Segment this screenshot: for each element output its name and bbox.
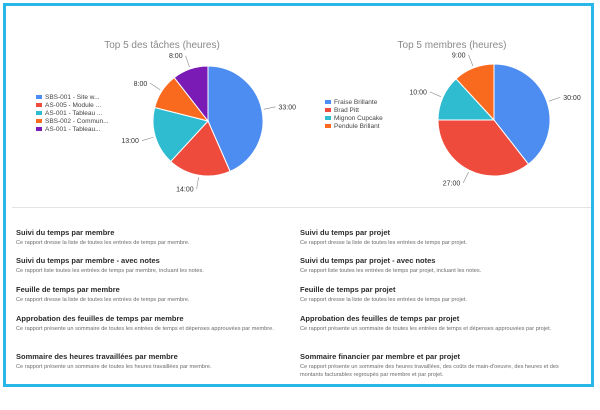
report-description: Ce rapport présente un sommaire de toute… — [16, 364, 212, 370]
report-title[interactable]: Feuille de temps par projet — [300, 285, 396, 294]
legend-swatch — [325, 100, 331, 104]
slice-connector — [141, 136, 154, 141]
legend-item[interactable]: Pendule Brillant — [334, 123, 380, 130]
legend-swatch — [325, 124, 331, 128]
report-item[interactable]: Sommaire des heures travaillées par memb… — [16, 352, 306, 371]
report-title[interactable]: Suivi du temps par projet — [300, 228, 391, 237]
report-title[interactable]: Suivi du temps par membre — [16, 228, 115, 237]
report-item[interactable]: Sommaire financier par membre et par pro… — [300, 352, 580, 379]
reports-page: Top 5 des tâches (heures) 33:00 14:00 13:00… — [3, 3, 594, 387]
legend-swatch — [325, 116, 331, 120]
slice-value-label: 9:00 — [452, 52, 466, 59]
legend-swatch — [36, 95, 42, 99]
report-description: Ce rapport liste toutes les entrées de t… — [300, 268, 482, 274]
slice-value-label: 10:00 — [409, 89, 427, 96]
pie-slice[interactable] — [173, 65, 209, 123]
report-description: Ce rapport liste toutes les entrées de t… — [16, 268, 204, 274]
report-description: Ce rapport présente un sommaire de toute… — [300, 326, 552, 332]
legend-item[interactable]: Fraise Brillante — [334, 99, 378, 106]
charts-panel: Top 5 des tâches (heures) 33:00 14:00 13:00… — [12, 12, 591, 208]
report-item[interactable]: Suivi du temps par projet - avec notes C… — [300, 256, 590, 275]
slice-connector — [263, 106, 276, 110]
legend-item[interactable]: SBS-001 - Site w... — [45, 94, 100, 101]
report-description: Ce rapport présente un sommaire de toute… — [16, 326, 274, 332]
legend-swatch — [36, 111, 42, 115]
report-item[interactable]: Approbation des feuilles de temps par pr… — [300, 314, 570, 333]
report-list: Suivi du temps par membre Ce rapport dre… — [12, 228, 591, 384]
chart-title: Top 5 des tâches (heures) — [104, 40, 220, 51]
slice-value-label: 14:00 — [176, 187, 194, 194]
charts-svg: Top 5 des tâches (heures) 33:00 14:00 13:00… — [36, 40, 581, 194]
slice-value-label: 30:00 — [563, 95, 581, 102]
report-title[interactable]: Sommaire des heures travaillées par memb… — [16, 352, 178, 361]
slice-connector — [150, 83, 161, 91]
slice-connector — [196, 177, 199, 190]
slice-connector — [429, 91, 442, 97]
legend-item[interactable]: Brad Pitt — [334, 107, 359, 114]
legend-item[interactable]: Mignon Cupcake — [334, 115, 383, 122]
report-title[interactable]: Suivi du temps par projet - avec notes — [300, 256, 436, 265]
slice-connector — [468, 54, 474, 67]
report-title[interactable]: Approbation des feuilles de temps par pr… — [300, 314, 460, 323]
pie-slice[interactable] — [455, 63, 495, 122]
report-description: Ce rapport présente un sommaire des heur… — [300, 364, 559, 378]
report-description: Ce rapport dresse la liste de toutes les… — [16, 297, 190, 303]
report-title[interactable]: Feuille de temps par membre — [16, 285, 120, 294]
report-item[interactable]: Suivi du temps par membre - avec notes C… — [16, 256, 306, 275]
report-description: Ce rapport dresse la liste de toutes les… — [300, 240, 467, 246]
report-title[interactable]: Approbation des feuilles de temps par me… — [16, 314, 184, 323]
chart-title: Top 5 membres (heures) — [398, 40, 507, 51]
slice-connector — [548, 96, 561, 102]
slice-value-label: 13:00 — [121, 138, 139, 145]
legend-swatch — [36, 103, 42, 107]
pie-slice[interactable] — [152, 106, 209, 163]
report-title[interactable]: Suivi du temps par membre - avec notes — [16, 256, 160, 265]
slice-connector — [462, 171, 469, 184]
slice-value-label: 33:00 — [279, 104, 297, 111]
legend-item[interactable]: AS-001 - Tableau ... — [45, 110, 103, 117]
slice-value-label: 8:00 — [134, 81, 148, 88]
legend-swatch — [36, 119, 42, 123]
report-item[interactable]: Suivi du temps par membre Ce rapport dre… — [16, 228, 306, 247]
report-description: Ce rapport dresse la liste de toutes les… — [300, 297, 467, 303]
slice-value-label: 8:00 — [169, 53, 183, 60]
report-description: Ce rapport dresse la liste de toutes les… — [16, 240, 190, 246]
pie-slice[interactable] — [437, 119, 530, 177]
report-item[interactable]: Approbation des feuilles de temps par me… — [16, 314, 286, 333]
legend-swatch — [36, 127, 42, 131]
report-item[interactable]: Feuille de temps par membre Ce rapport d… — [16, 285, 306, 304]
report-item[interactable]: Suivi du temps par projet Ce rapport dre… — [300, 228, 590, 247]
legend-item[interactable]: SBS-002 - Commun... — [45, 118, 109, 125]
pie-slice[interactable] — [170, 120, 231, 177]
legend-item[interactable]: AS-005 - Module ... — [45, 102, 101, 109]
legend-swatch — [325, 108, 331, 112]
report-title[interactable]: Sommaire financier par membre et par pro… — [300, 352, 461, 361]
slice-value-label: 27:00 — [443, 180, 461, 187]
slice-connector — [185, 55, 190, 68]
pie-slice[interactable] — [207, 65, 264, 173]
report-item[interactable]: Feuille de temps par projet Ce rapport d… — [300, 285, 590, 304]
pie-slice[interactable] — [493, 63, 551, 165]
legend-item[interactable]: AS-001 - Tableau... — [45, 126, 101, 133]
